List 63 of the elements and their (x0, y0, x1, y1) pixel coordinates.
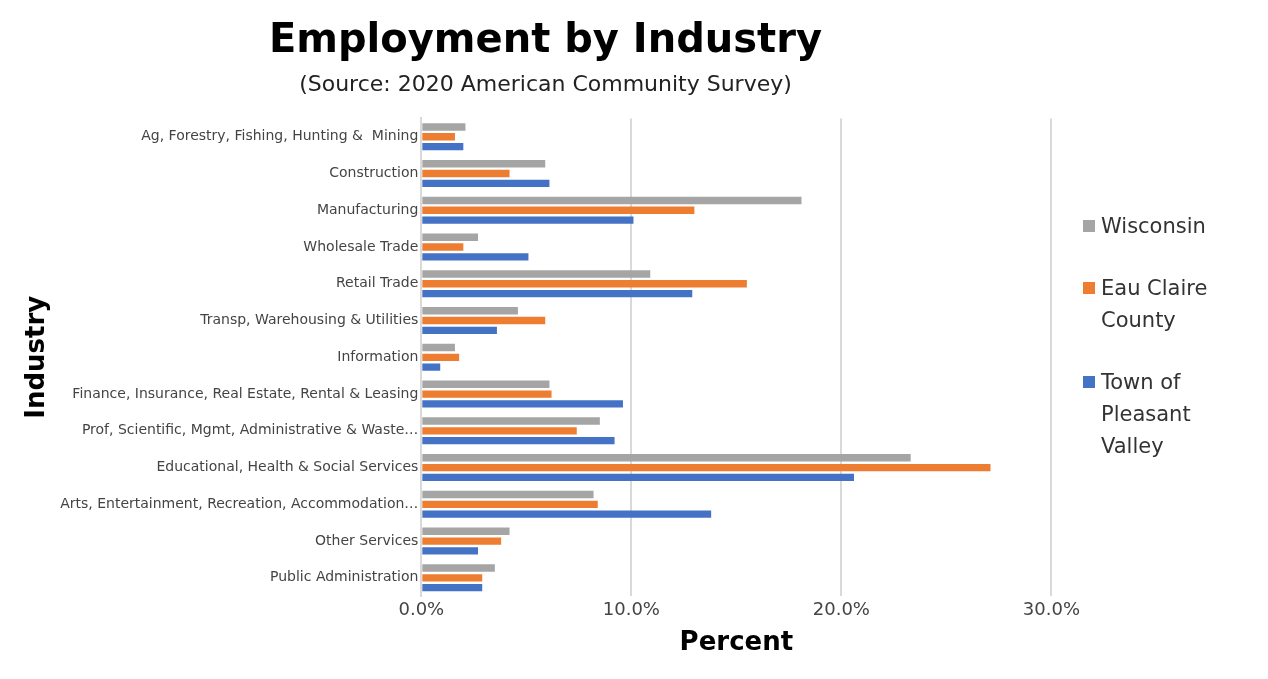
bar (422, 353, 460, 361)
bar (422, 179, 550, 188)
y-tick-label: Arts, Entertainment, Recreation, Accommodation… (60, 494, 419, 511)
bar (422, 253, 529, 261)
bar (422, 133, 455, 141)
bar (422, 427, 577, 435)
bar (422, 510, 712, 518)
bar (422, 537, 502, 545)
chart-title: Employment by Industry (268, 15, 823, 62)
y-tick-label: Construction (329, 164, 419, 181)
bar (422, 326, 497, 335)
y-tick-label: Public Administration (269, 568, 419, 585)
chart-subtitle: (Source: 2020 American Community Survey) (299, 70, 792, 96)
y-axis-title: Industry (20, 295, 51, 419)
y-tick-label: Prof, Scientific, Mgmt, Administrative & Waste… (81, 421, 419, 438)
bar (422, 417, 600, 425)
y-tick-label: Educational, Health & Social Services (156, 458, 419, 475)
legend-label: Eau Claire County (1101, 275, 1209, 334)
bar (422, 169, 510, 178)
bar (422, 363, 441, 371)
legend-label: Town of Pleasant Valley (1101, 369, 1192, 460)
bar (422, 454, 911, 462)
bar (422, 216, 634, 224)
y-tick-label: Information (337, 347, 419, 364)
y-tick-label: Retail Trade (335, 274, 419, 291)
bar (422, 547, 479, 555)
bar (422, 574, 483, 582)
bar (422, 206, 695, 214)
bar (422, 436, 615, 445)
bar (422, 289, 693, 298)
bar (422, 400, 623, 408)
bar (422, 307, 518, 315)
bar (422, 270, 651, 278)
bar (422, 142, 464, 151)
y-tick-label: Wholesale Trade (303, 237, 419, 254)
x-tick-label: 30.0% (1022, 597, 1080, 619)
bar (422, 233, 479, 241)
x-tick-label: 20.0% (812, 597, 870, 619)
bar (422, 463, 991, 472)
legend-label: Wisconsin (1101, 213, 1206, 240)
bar (422, 527, 510, 535)
bar (422, 500, 598, 508)
bar (422, 343, 455, 352)
bar (422, 564, 495, 572)
bar (422, 196, 802, 205)
x-tick-label: 0.0% (398, 597, 445, 619)
bar (422, 243, 464, 251)
y-tick-label: Ag, Forestry, Fishing, Hunting & Mining (141, 127, 419, 144)
x-tick-label: 10.0% (602, 597, 660, 619)
bar (422, 280, 747, 288)
bar (422, 160, 546, 168)
y-tick-label: Manufacturing (316, 200, 419, 217)
bar (422, 390, 552, 398)
bar (422, 123, 466, 131)
bar (422, 316, 546, 325)
y-tick-label: Other Services (315, 531, 419, 548)
bar (422, 583, 483, 592)
bar (422, 490, 594, 499)
bar (422, 380, 550, 388)
x-axis-title: Percent (679, 626, 794, 657)
y-tick-label: Finance, Insurance, Real Estate, Rental & Leasing (72, 384, 419, 401)
bar (422, 473, 854, 482)
y-tick-label: Transp, Warehousing & Utilities (199, 311, 419, 328)
